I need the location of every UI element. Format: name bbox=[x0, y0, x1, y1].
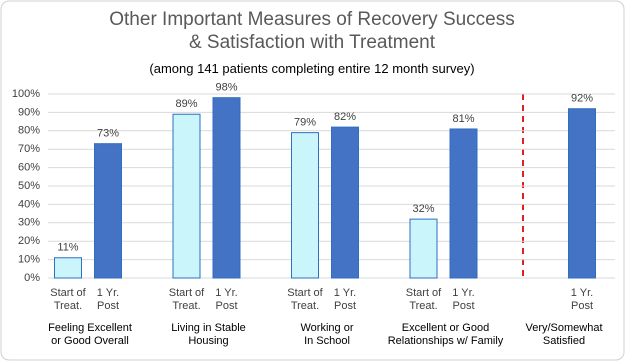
series-label: 1 Yr. Post bbox=[96, 287, 120, 312]
y-tick-label: 30% bbox=[18, 217, 40, 229]
value-label: 79% bbox=[294, 117, 316, 129]
x-category-label: Feeling Excellent or Good Overall bbox=[48, 322, 132, 347]
series-label: Start of Treat. bbox=[287, 287, 323, 312]
value-label: 32% bbox=[412, 203, 434, 215]
y-tick-label: 90% bbox=[18, 106, 40, 118]
bar bbox=[409, 218, 438, 279]
x-category-label: Living in Stable Housing bbox=[171, 322, 246, 347]
y-tick-label: 40% bbox=[18, 198, 40, 210]
value-label: 73% bbox=[97, 128, 119, 140]
bar bbox=[54, 257, 82, 279]
x-category-label: Excellent or Good Relationships w/ Famil… bbox=[387, 322, 504, 347]
value-label: 82% bbox=[334, 111, 356, 123]
series-label: Start of Treat. bbox=[168, 287, 205, 312]
bar bbox=[291, 132, 319, 279]
series-label: 1 Yr. Post bbox=[215, 287, 238, 312]
bar bbox=[568, 108, 596, 279]
value-label: 89% bbox=[175, 98, 197, 110]
value-label: 81% bbox=[452, 113, 474, 125]
chart-subtitle: (among 141 patients completing entire 12… bbox=[149, 61, 475, 76]
value-label: 98% bbox=[215, 82, 237, 94]
bar bbox=[449, 128, 478, 279]
bar bbox=[331, 126, 359, 279]
y-tick-label: 70% bbox=[18, 143, 40, 155]
bar bbox=[172, 113, 201, 279]
y-tick-label: 80% bbox=[18, 125, 40, 137]
bar bbox=[212, 97, 241, 279]
y-tick-label: 10% bbox=[18, 254, 40, 266]
y-tick-label: 20% bbox=[18, 235, 40, 247]
series-label: 1 Yr. Post bbox=[452, 287, 475, 312]
chart-title: Other Important Measures of Recovery Suc… bbox=[109, 9, 515, 53]
series-label: Start of Treat. bbox=[50, 287, 86, 312]
y-tick-label: 60% bbox=[18, 162, 40, 174]
series-label: 1 Yr. Post bbox=[570, 287, 594, 312]
y-tick-label: 100% bbox=[12, 88, 40, 100]
bar bbox=[94, 143, 122, 279]
x-category-label: Working or In School bbox=[300, 322, 354, 347]
x-category-label: Very/Somewhat Satisfied bbox=[525, 322, 603, 347]
y-tick-label: 50% bbox=[18, 180, 40, 192]
value-label: 92% bbox=[571, 93, 593, 105]
y-tick-label: 0% bbox=[24, 272, 40, 284]
value-label: 11% bbox=[57, 242, 78, 254]
series-label: 1 Yr. Post bbox=[333, 287, 357, 312]
series-label: Start of Treat. bbox=[405, 287, 442, 312]
